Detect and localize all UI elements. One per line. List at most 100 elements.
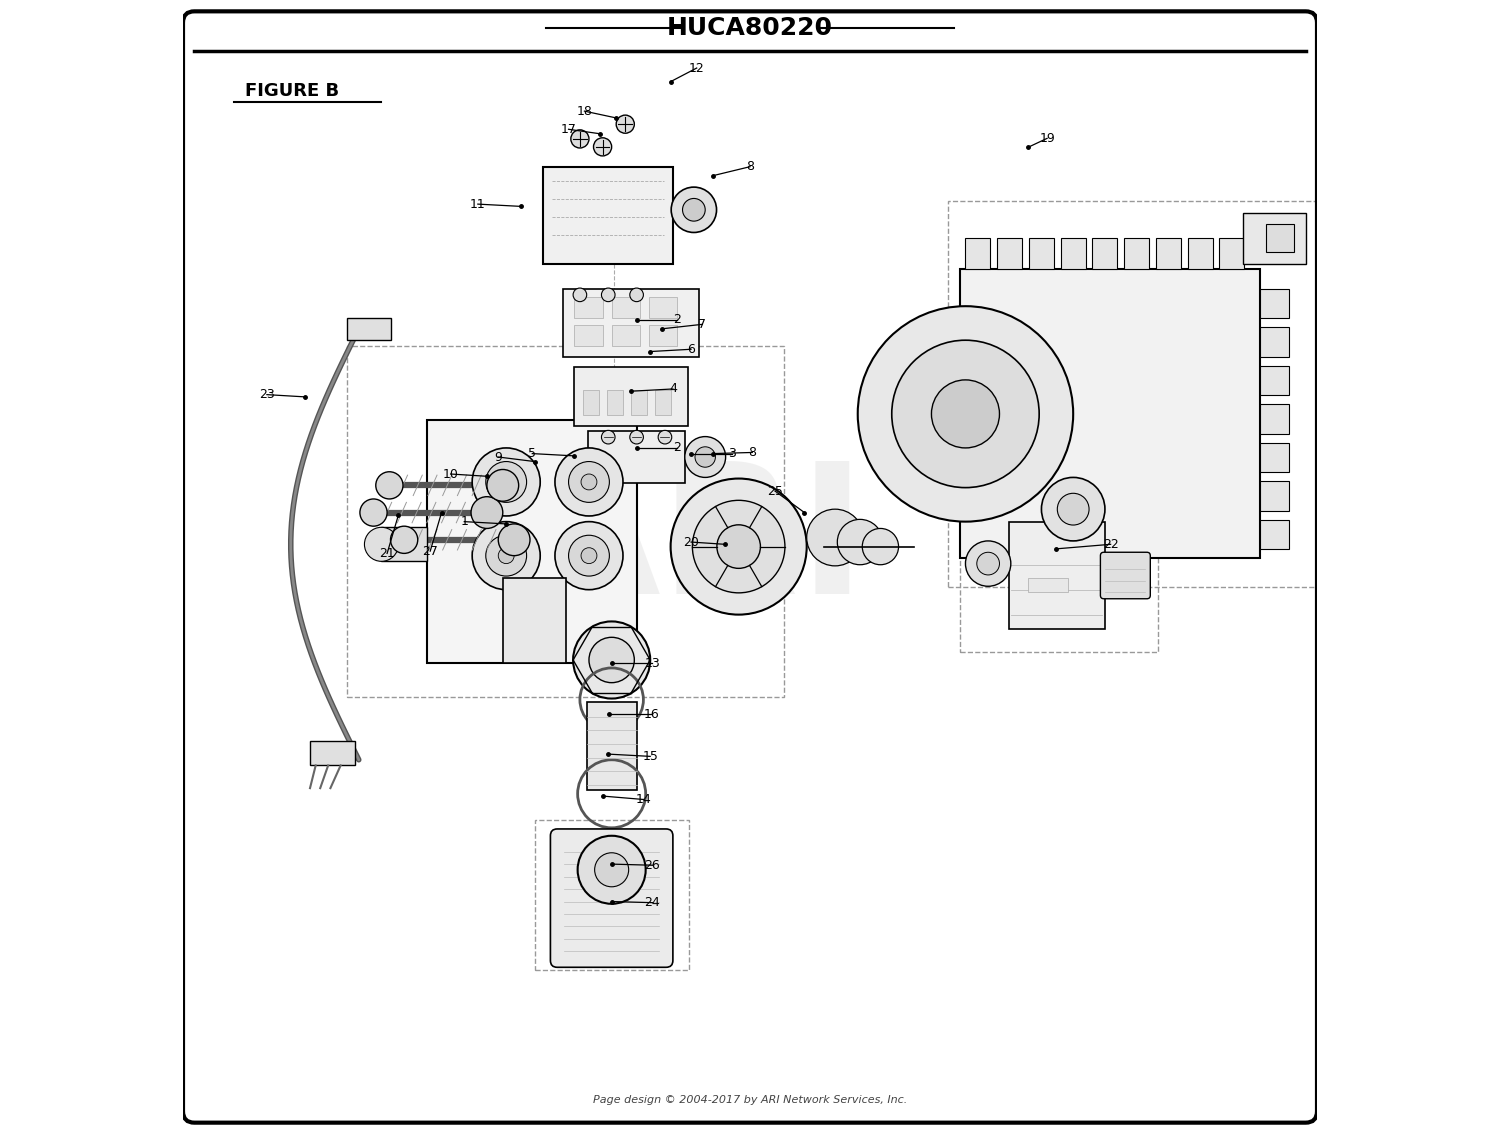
FancyBboxPatch shape [1101, 552, 1150, 599]
Text: 6: 6 [687, 342, 694, 356]
Bar [534, 820, 688, 970]
Bar [574, 297, 603, 318]
Circle shape [858, 306, 1072, 522]
Text: 21: 21 [380, 547, 394, 560]
Bar [348, 318, 390, 340]
Bar [1260, 481, 1288, 510]
Bar [1266, 225, 1294, 253]
Text: 16: 16 [644, 708, 658, 721]
Bar [960, 269, 1260, 558]
Bar [503, 578, 567, 663]
Circle shape [568, 462, 609, 502]
Bar [562, 289, 699, 357]
Circle shape [573, 288, 586, 302]
Bar [612, 325, 640, 346]
Text: 15: 15 [642, 750, 658, 763]
Circle shape [594, 138, 612, 155]
Circle shape [891, 340, 1040, 488]
Circle shape [1058, 493, 1089, 525]
Circle shape [602, 431, 615, 445]
Bar [1260, 519, 1288, 549]
Bar [612, 297, 640, 318]
Circle shape [376, 472, 404, 499]
Bar [1028, 578, 1068, 592]
Circle shape [472, 448, 540, 516]
Circle shape [573, 621, 650, 699]
Text: 25: 25 [766, 484, 783, 498]
Text: 17: 17 [561, 122, 576, 136]
Bar [966, 238, 990, 270]
FancyBboxPatch shape [550, 829, 674, 967]
Bar [1260, 327, 1288, 356]
Bar [543, 168, 674, 264]
Text: 22: 22 [1102, 538, 1119, 551]
Bar [1156, 238, 1180, 270]
Text: 5: 5 [528, 447, 537, 460]
Circle shape [670, 187, 717, 232]
Circle shape [590, 637, 634, 683]
Text: 12: 12 [688, 61, 705, 75]
Circle shape [966, 541, 1011, 586]
Bar [1008, 522, 1106, 629]
Circle shape [580, 474, 597, 490]
Bar [608, 390, 622, 415]
Text: 19: 19 [1040, 132, 1054, 145]
Circle shape [594, 853, 628, 887]
Text: 10: 10 [442, 467, 459, 481]
Text: 14: 14 [636, 793, 651, 806]
Text: 11: 11 [470, 197, 486, 211]
Circle shape [602, 288, 615, 302]
Bar [654, 390, 670, 415]
Circle shape [693, 500, 784, 593]
Circle shape [390, 526, 417, 553]
Text: 24: 24 [645, 896, 660, 909]
Circle shape [862, 528, 898, 565]
Bar [948, 202, 1346, 587]
Text: 8: 8 [748, 446, 756, 459]
Circle shape [364, 527, 399, 561]
Circle shape [498, 474, 514, 490]
Circle shape [932, 380, 999, 448]
Bar [1060, 238, 1086, 270]
Bar [960, 484, 1158, 652]
Circle shape [658, 431, 672, 445]
Bar [310, 741, 356, 765]
Bar [1220, 238, 1245, 270]
Circle shape [807, 509, 864, 566]
Text: 3: 3 [728, 447, 736, 460]
Text: 4: 4 [669, 382, 676, 396]
Text: 26: 26 [645, 858, 660, 872]
Circle shape [555, 522, 622, 590]
Bar [1244, 213, 1305, 264]
Text: HUCA80220: HUCA80220 [668, 16, 832, 41]
Text: 9: 9 [495, 450, 502, 464]
Circle shape [694, 447, 715, 467]
Circle shape [488, 469, 519, 501]
Bar [584, 390, 598, 415]
Circle shape [555, 448, 622, 516]
Circle shape [572, 130, 590, 149]
Bar [1260, 365, 1288, 396]
Bar [1029, 238, 1054, 270]
Circle shape [717, 525, 760, 568]
Bar [586, 702, 636, 790]
Text: ARI: ARI [520, 456, 866, 633]
Bar [1092, 238, 1118, 270]
Text: 20: 20 [682, 535, 699, 549]
Circle shape [630, 431, 644, 445]
Bar [1260, 442, 1288, 472]
Bar [427, 420, 636, 663]
Circle shape [568, 535, 609, 576]
Bar [574, 367, 687, 426]
Circle shape [498, 524, 530, 556]
Bar [574, 325, 603, 346]
Circle shape [686, 437, 726, 477]
Bar [1188, 238, 1212, 270]
Text: 2: 2 [674, 441, 681, 455]
Text: 1: 1 [460, 515, 468, 528]
Bar [1124, 238, 1149, 270]
Text: 2: 2 [674, 313, 681, 327]
Circle shape [630, 288, 644, 302]
Text: 13: 13 [645, 657, 660, 670]
Circle shape [1041, 477, 1106, 541]
